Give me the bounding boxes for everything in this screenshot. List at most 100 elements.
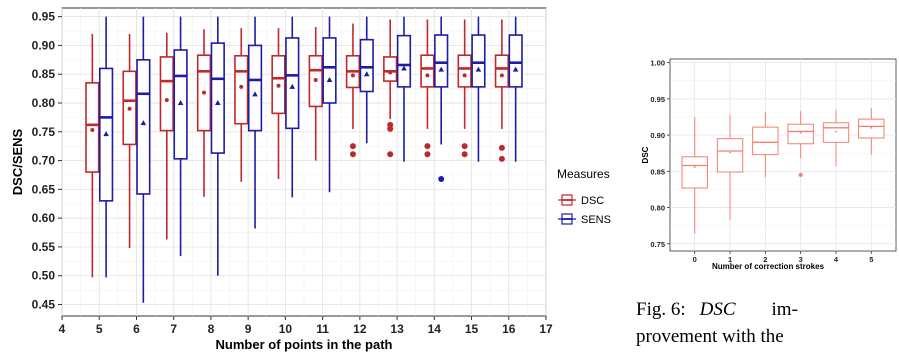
outlier-point: [424, 143, 431, 150]
box-sens-12: [359, 16, 374, 144]
box-iqr: [322, 37, 337, 104]
mean-marker: [835, 130, 837, 133]
caption-math: DSC: [699, 299, 736, 320]
outlier-point: [798, 172, 803, 177]
box-dsc-13: [383, 19, 398, 158]
x-tick-label: 15: [465, 322, 479, 336]
mean-marker: [693, 166, 696, 168]
box-iqr: [716, 138, 744, 173]
box-sens-14: [434, 16, 449, 182]
mean-marker: [799, 132, 802, 134]
box-dsc-12: [345, 23, 361, 158]
x-tick-label: 1: [728, 255, 732, 264]
box-plot-dsc-vs-strokes: 0.75 0.80 0.85 0.90 0.95 1.00 0 1 2 3 4 5 DSC Numb…: [641, 58, 897, 271]
outlier-point: [349, 143, 356, 150]
x-tick-label: 5: [96, 322, 103, 336]
mean-marker: [499, 73, 504, 78]
mean-marker: [103, 131, 109, 137]
x-tick-label: 4: [834, 255, 839, 264]
caption-label: Fig. 6:: [636, 299, 686, 320]
box-sens-9: [247, 16, 263, 229]
box-strokes-4: [822, 109, 850, 167]
mean-marker: [363, 71, 370, 77]
y-tick-label: 0.90: [650, 131, 665, 140]
box-strokes-0: [681, 116, 708, 234]
figure-caption: Fig. 6: DSC im- provement with the: [636, 296, 898, 350]
box-iqr: [752, 126, 779, 156]
box-dsc-5: [85, 33, 100, 278]
box-sens-8: [210, 16, 225, 276]
y-tick-label: 0.45: [32, 297, 56, 311]
x-tick-label: 4: [59, 322, 66, 336]
mean-marker: [202, 90, 207, 95]
y-axis-label: DSC: [641, 146, 650, 163]
mean-marker: [350, 73, 355, 78]
y-tick-label: 0.95: [32, 10, 56, 24]
x-tick-label: 14: [428, 322, 442, 336]
mean-marker: [764, 141, 767, 144]
caption-line2: provement with the: [636, 326, 784, 347]
x-tick-label: 2: [763, 255, 767, 264]
x-axis-label: Number of points in the path: [216, 337, 393, 352]
mean-marker: [401, 65, 407, 71]
outlier-point: [349, 151, 356, 158]
box-sens-6: [136, 16, 151, 303]
y-tick-label: 1.00: [650, 59, 665, 68]
box-iqr: [136, 59, 151, 195]
mean-marker: [276, 83, 281, 88]
caption-line1-end: im-: [771, 299, 798, 320]
box-sens-11: [322, 16, 337, 193]
mean-marker: [140, 120, 147, 126]
box-iqr: [494, 54, 510, 88]
box-sens-13: [396, 16, 412, 162]
mean-marker: [438, 66, 444, 72]
box-iqr: [822, 122, 850, 143]
box-dsc-15: [457, 19, 472, 158]
y-tick-label: 0.85: [650, 167, 665, 176]
outlier-point: [461, 143, 468, 150]
box-dsc-9: [234, 28, 249, 182]
box-strokes-2: [752, 111, 779, 178]
box-dsc-7: [159, 32, 174, 240]
box-iqr: [159, 56, 174, 132]
outlier-point: [461, 151, 468, 158]
box-sens-7: [173, 16, 188, 257]
y-axis-label: DSC/SENS: [10, 128, 25, 195]
y-tick-label: 0.85: [32, 67, 56, 81]
y-tick-label: 0.80: [32, 96, 56, 110]
box-strokes-3: [787, 111, 814, 177]
legend-key-sens: [558, 213, 576, 225]
y-tick-label: 0.55: [32, 240, 56, 254]
x-tick-label: 17: [539, 322, 553, 336]
box-dsc-10: [271, 28, 286, 179]
box-iqr: [383, 56, 398, 82]
plot-panel: [669, 58, 897, 252]
outlier-point: [387, 151, 394, 158]
mean-marker: [425, 73, 430, 78]
box-iqr: [434, 34, 449, 88]
box-iqr: [681, 156, 708, 189]
y-tick-label: 0.95: [650, 95, 665, 104]
y-tick-label: 0.50: [32, 269, 56, 283]
x-axis-label: Number of correction strokes: [712, 262, 825, 271]
box-sens-16: [508, 16, 523, 162]
y-tick-label: 0.70: [32, 154, 56, 168]
mean-marker: [215, 99, 221, 105]
box-iqr: [234, 54, 249, 125]
box-strokes-5: [858, 108, 885, 155]
legend-title: Measures: [557, 167, 610, 181]
y-tick-label: 0.80: [650, 204, 665, 213]
mean-marker: [127, 106, 132, 111]
box-dsc-6: [122, 33, 137, 249]
box-iqr: [247, 44, 263, 132]
mean-marker: [512, 66, 519, 72]
y-tick-label: 0.75: [650, 240, 665, 249]
legend-label-dsc: DSC: [581, 195, 604, 207]
mean-marker: [462, 73, 467, 78]
mean-marker: [729, 151, 731, 154]
mean-marker: [870, 126, 873, 129]
y-tick-label: 0.90: [32, 38, 56, 52]
box-sens-5: [98, 16, 114, 278]
mean-marker: [388, 70, 393, 75]
mean-marker: [252, 91, 258, 97]
